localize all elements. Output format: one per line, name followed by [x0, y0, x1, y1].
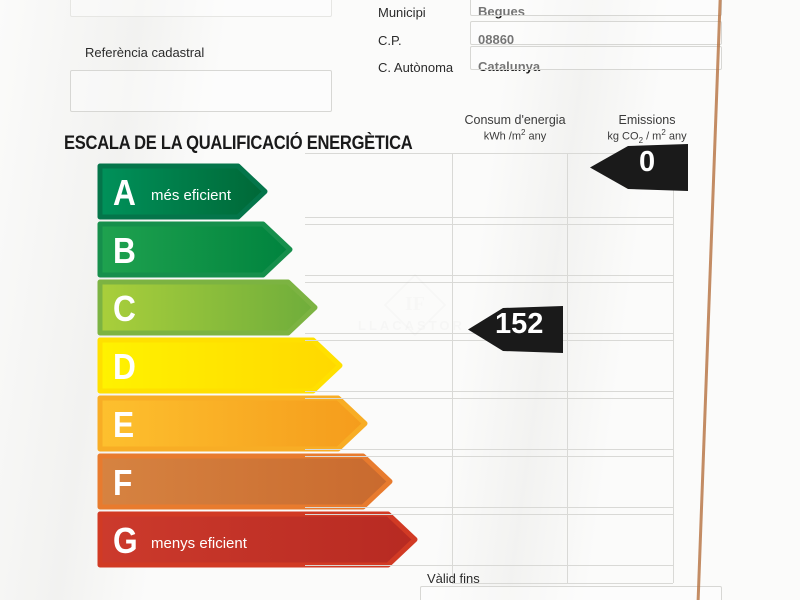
svg-text:IF: IF — [405, 293, 425, 315]
